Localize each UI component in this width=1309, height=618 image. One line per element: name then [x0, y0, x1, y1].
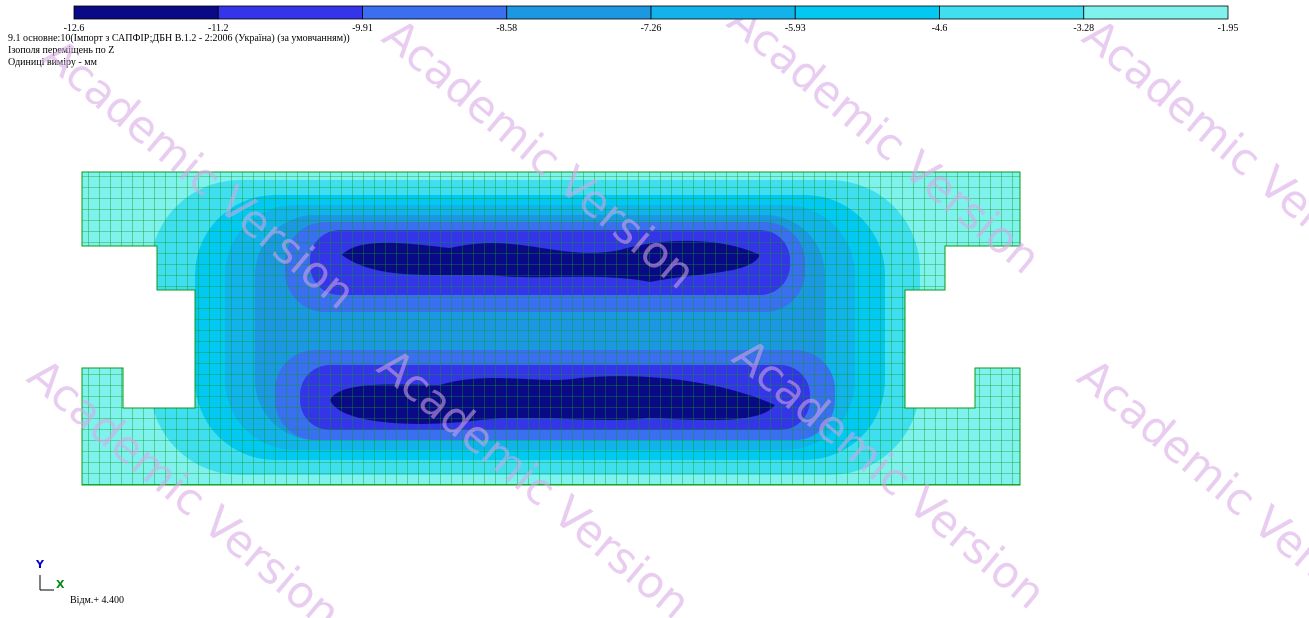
watermark: Academic Version [1073, 9, 1309, 299]
legend-label: -1.95 [1218, 23, 1239, 34]
legend-label: -12.6 [64, 23, 85, 34]
watermark: Academic Version [1068, 349, 1309, 618]
legend-label: -7.26 [641, 23, 662, 34]
legend-swatch [940, 6, 1084, 19]
legend-label: -9.91 [352, 23, 373, 34]
y-axis-label: Y [35, 558, 45, 571]
legend-label: -8.58 [496, 23, 517, 34]
legend-swatch [1084, 6, 1228, 19]
legend-swatch [507, 6, 651, 19]
legend-swatch [795, 6, 939, 19]
legend-label: -5.93 [785, 23, 806, 34]
legend-label: -11.2 [208, 23, 228, 34]
screen: 9.1 основне:10(Імпорт з САПФІР;ДБН В.1.2… [0, 0, 1309, 618]
legend-swatch [74, 6, 218, 19]
legend-swatch [218, 6, 362, 19]
legend-swatch [651, 6, 795, 19]
legend: -12.6 -11.2 -9.91 -8.58 -7.26 -5.93 -4.6 -3.28 -… [64, 6, 1239, 34]
legend-label: -4.6 [932, 23, 948, 34]
viewport: 9.1 основне:10(Імпорт з САПФІР;ДБН В.1.2… [0, 0, 1309, 618]
legend-swatch [363, 6, 507, 19]
x-axis-label: X [56, 578, 65, 591]
axis-icon: Y X Відм.+ 4.400 [35, 558, 124, 606]
elevation-label: Відм.+ 4.400 [70, 595, 124, 606]
legend-label: -3.28 [1073, 23, 1094, 34]
